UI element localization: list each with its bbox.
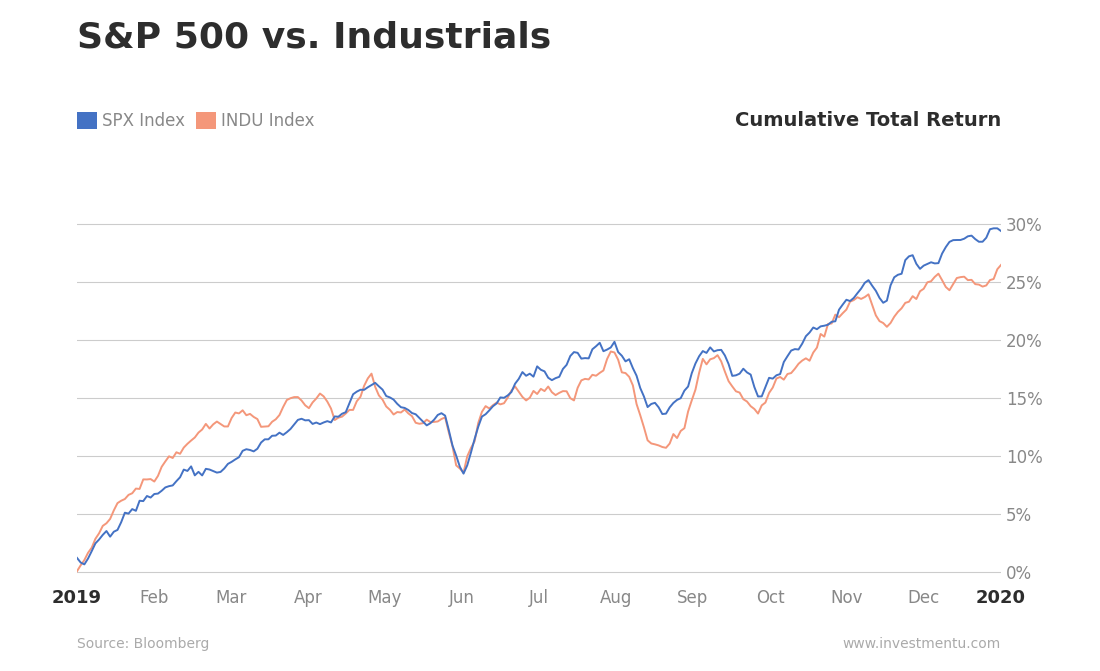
Text: Source: Bloomberg: Source: Bloomberg: [77, 637, 209, 651]
Text: INDU Index: INDU Index: [221, 112, 315, 130]
Text: Cumulative Total Return: Cumulative Total Return: [735, 111, 1001, 130]
Text: S&P 500 vs. Industrials: S&P 500 vs. Industrials: [77, 20, 551, 54]
Text: SPX Index: SPX Index: [102, 112, 185, 130]
Text: www.investmentu.com: www.investmentu.com: [843, 637, 1001, 651]
